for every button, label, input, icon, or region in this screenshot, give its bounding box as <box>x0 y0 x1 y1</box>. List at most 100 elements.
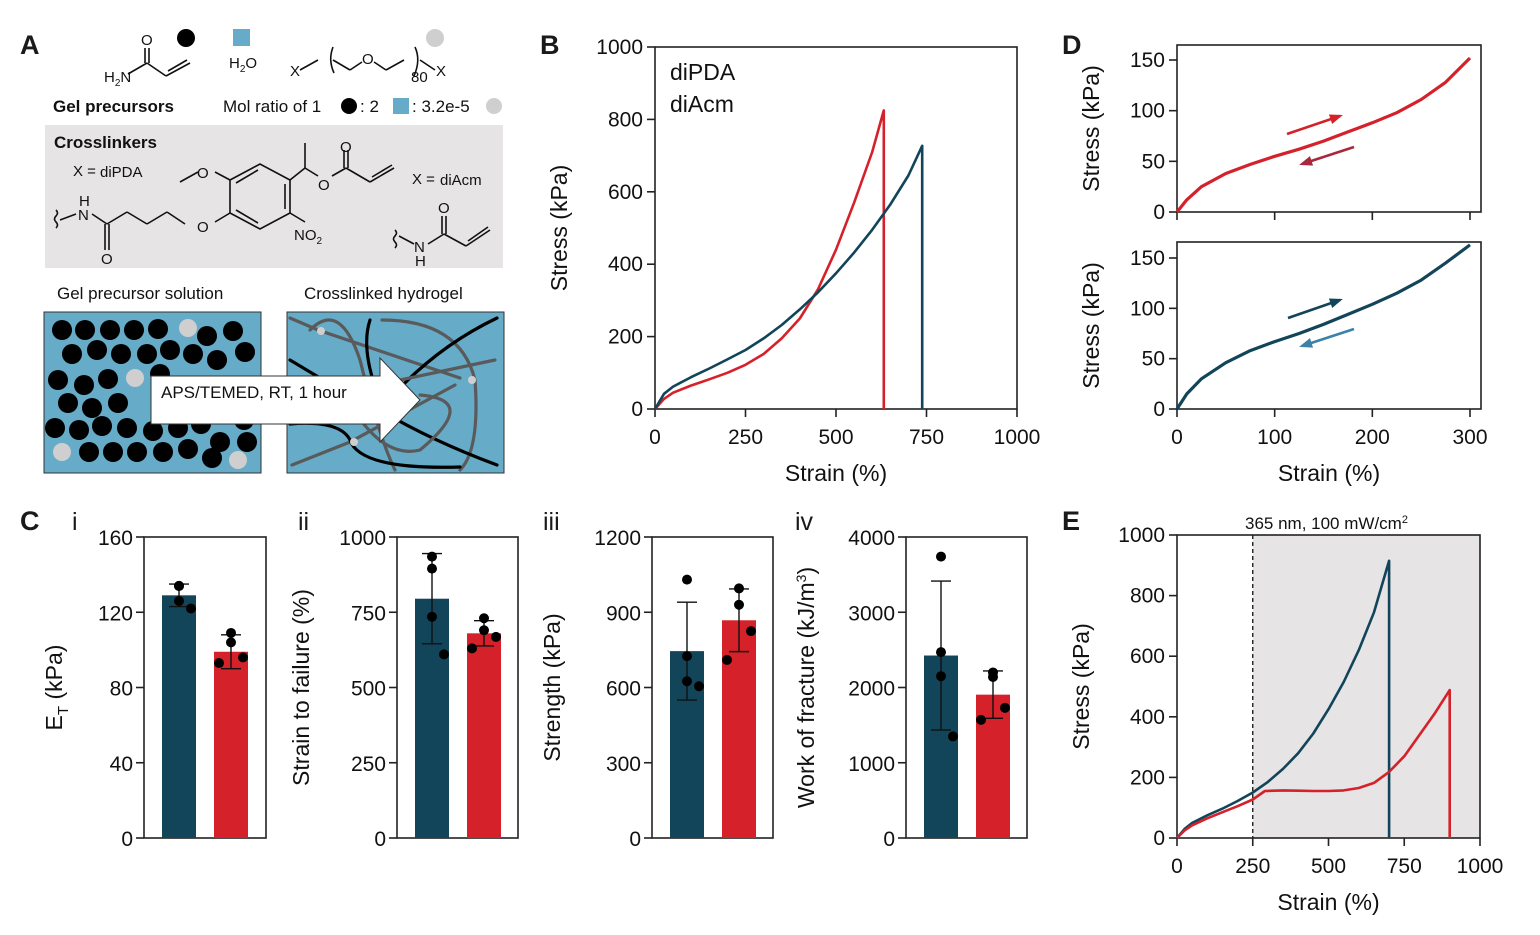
y-tick-label: 200 <box>1130 766 1165 789</box>
legend-dipda: diPDA <box>670 59 736 85</box>
sub-panel-label: iii <box>543 508 560 536</box>
y-axis-label: ET (kPa) <box>41 645 72 731</box>
y-axis-label-sub: T <box>55 706 72 715</box>
acrylamide-molecule <box>111 344 131 364</box>
panel-label-d: D <box>1062 30 1082 60</box>
chart-c-iv: 0 1000 2000 3000 4000 Work of fracture (kJ/m3… <box>793 508 1028 851</box>
data-point <box>988 671 998 682</box>
y-axis-label: Strain to failure (%) <box>288 589 314 786</box>
acrylamide-molecule <box>45 418 65 438</box>
data-point <box>734 599 744 610</box>
y-tick-label: 50 <box>1142 348 1165 371</box>
y-tick-label: 40 <box>110 753 133 776</box>
amide-n-diacm: N <box>414 239 425 256</box>
acrylamide-molecule <box>197 326 217 346</box>
diacm-label: diAcm <box>440 172 482 189</box>
panel-a-label: A <box>20 30 40 60</box>
solution-title: Gel precursor solution <box>57 284 223 303</box>
y-tick-label: 0 <box>121 828 133 851</box>
y-tick-label: 400 <box>1130 706 1165 729</box>
crosslink-node <box>350 438 358 446</box>
chart-c-ii: 0 250 500 750 1000 Strain to failure (%) ii <box>288 508 519 851</box>
y-tick-label: 600 <box>1130 645 1165 668</box>
chart-d-top: 0 50 100 150 Stress (kPa) D <box>1062 30 1482 224</box>
data-point <box>467 643 477 654</box>
chart-b: 0 200 400 600 800 1000 0 250 500 750 1000 Strain (%… <box>540 30 1040 486</box>
arrow-head-loading <box>1328 114 1343 124</box>
crosslink-node <box>317 327 325 335</box>
series-line-diacm <box>653 144 924 410</box>
data-point <box>439 649 449 660</box>
peg-structure <box>299 46 436 77</box>
acrylamide-molecule <box>87 340 107 360</box>
x-tick-label: 1000 <box>1457 855 1504 878</box>
data-point <box>214 658 224 669</box>
y-axis-label-sup: 3 <box>793 574 809 582</box>
bar-dipda <box>722 620 756 838</box>
y-tick-label: 1000 <box>1118 524 1165 547</box>
acrylamide-molecule <box>82 398 102 418</box>
y-axis-label-unit: (kPa) <box>41 645 67 706</box>
series-line-diacm-cyclic <box>1175 243 1471 410</box>
x-tick-label: 100 <box>1257 426 1292 449</box>
y-tick-label: 800 <box>608 108 643 131</box>
peg-symbol <box>426 29 444 47</box>
bar-dipda <box>467 633 501 838</box>
y-tick-label: 120 <box>98 602 133 625</box>
gel-precursors-label: Gel precursors <box>53 97 174 116</box>
y-tick-label: 80 <box>110 678 133 701</box>
x-tick-label: 750 <box>1387 855 1422 878</box>
mol-ratio-acrylamide-icon <box>341 98 357 114</box>
x-tick-label: 0 <box>1171 855 1183 878</box>
y-tick-label: 200 <box>608 326 643 349</box>
arrow-head-unloading <box>1299 338 1314 348</box>
data-point <box>694 681 704 692</box>
y-tick-label: 150 <box>1130 49 1165 72</box>
acrylamide-molecule <box>210 432 230 452</box>
y-tick-label: 1000 <box>596 36 643 59</box>
data-point <box>226 637 236 648</box>
y-axis-label: Stress (kPa) <box>1068 623 1094 750</box>
data-point <box>722 654 732 665</box>
acrylamide-molecule <box>48 370 68 390</box>
acrylamide-structure <box>127 48 191 77</box>
x-tick-label: 250 <box>1235 855 1270 878</box>
data-point <box>427 611 437 622</box>
acrylamide-molecule <box>207 350 227 370</box>
acrylamide-molecule <box>237 432 257 452</box>
peg-molecule <box>53 443 71 461</box>
uv-annotation: 365 nm, 100 mW/cm2 <box>1245 514 1408 533</box>
y-tick-label: 160 <box>98 527 133 550</box>
y-tick-label: 0 <box>1153 827 1165 850</box>
uv-annotation-text: 365 nm, 100 mW/cm <box>1245 514 1402 533</box>
y-tick-label: 800 <box>1130 585 1165 608</box>
data-point <box>936 671 946 682</box>
methoxy-o: O <box>197 165 209 182</box>
acrylamide-molecule <box>235 342 255 362</box>
acrylamide-molecule <box>178 439 198 459</box>
amide-o-dipda: O <box>101 251 113 268</box>
data-point <box>174 595 184 606</box>
x-tick-label: 500 <box>1311 855 1346 878</box>
y-axis-label: Stress (kPa) <box>546 165 572 292</box>
data-point <box>746 626 756 637</box>
chart-d-bottom: 0 50 100 150 0 100 200 300 Strain (%) Stress (kPa… <box>1078 241 1488 486</box>
series-line-dipda <box>654 109 886 410</box>
sub-panel-label: ii <box>298 508 309 536</box>
y-tick-label: 0 <box>883 828 895 851</box>
y-tick-label: 750 <box>351 602 386 625</box>
data-point <box>479 625 489 636</box>
sub-panel-label: i <box>72 508 78 536</box>
y-tick-label: 0 <box>374 828 386 851</box>
legend-diacm: diAcm <box>670 91 734 117</box>
data-point <box>226 627 236 638</box>
y-axis-label-end: ) <box>793 567 819 575</box>
solution-dots <box>45 319 257 469</box>
acrylamide-molecule <box>117 418 137 438</box>
y-tick-label: 400 <box>608 253 643 276</box>
series-line-dipda <box>1176 688 1451 839</box>
y-tick-label: 3000 <box>848 602 895 625</box>
bar-diacm <box>162 595 196 838</box>
x-tick-label: 0 <box>1171 426 1183 449</box>
diacm-structure <box>392 216 491 249</box>
